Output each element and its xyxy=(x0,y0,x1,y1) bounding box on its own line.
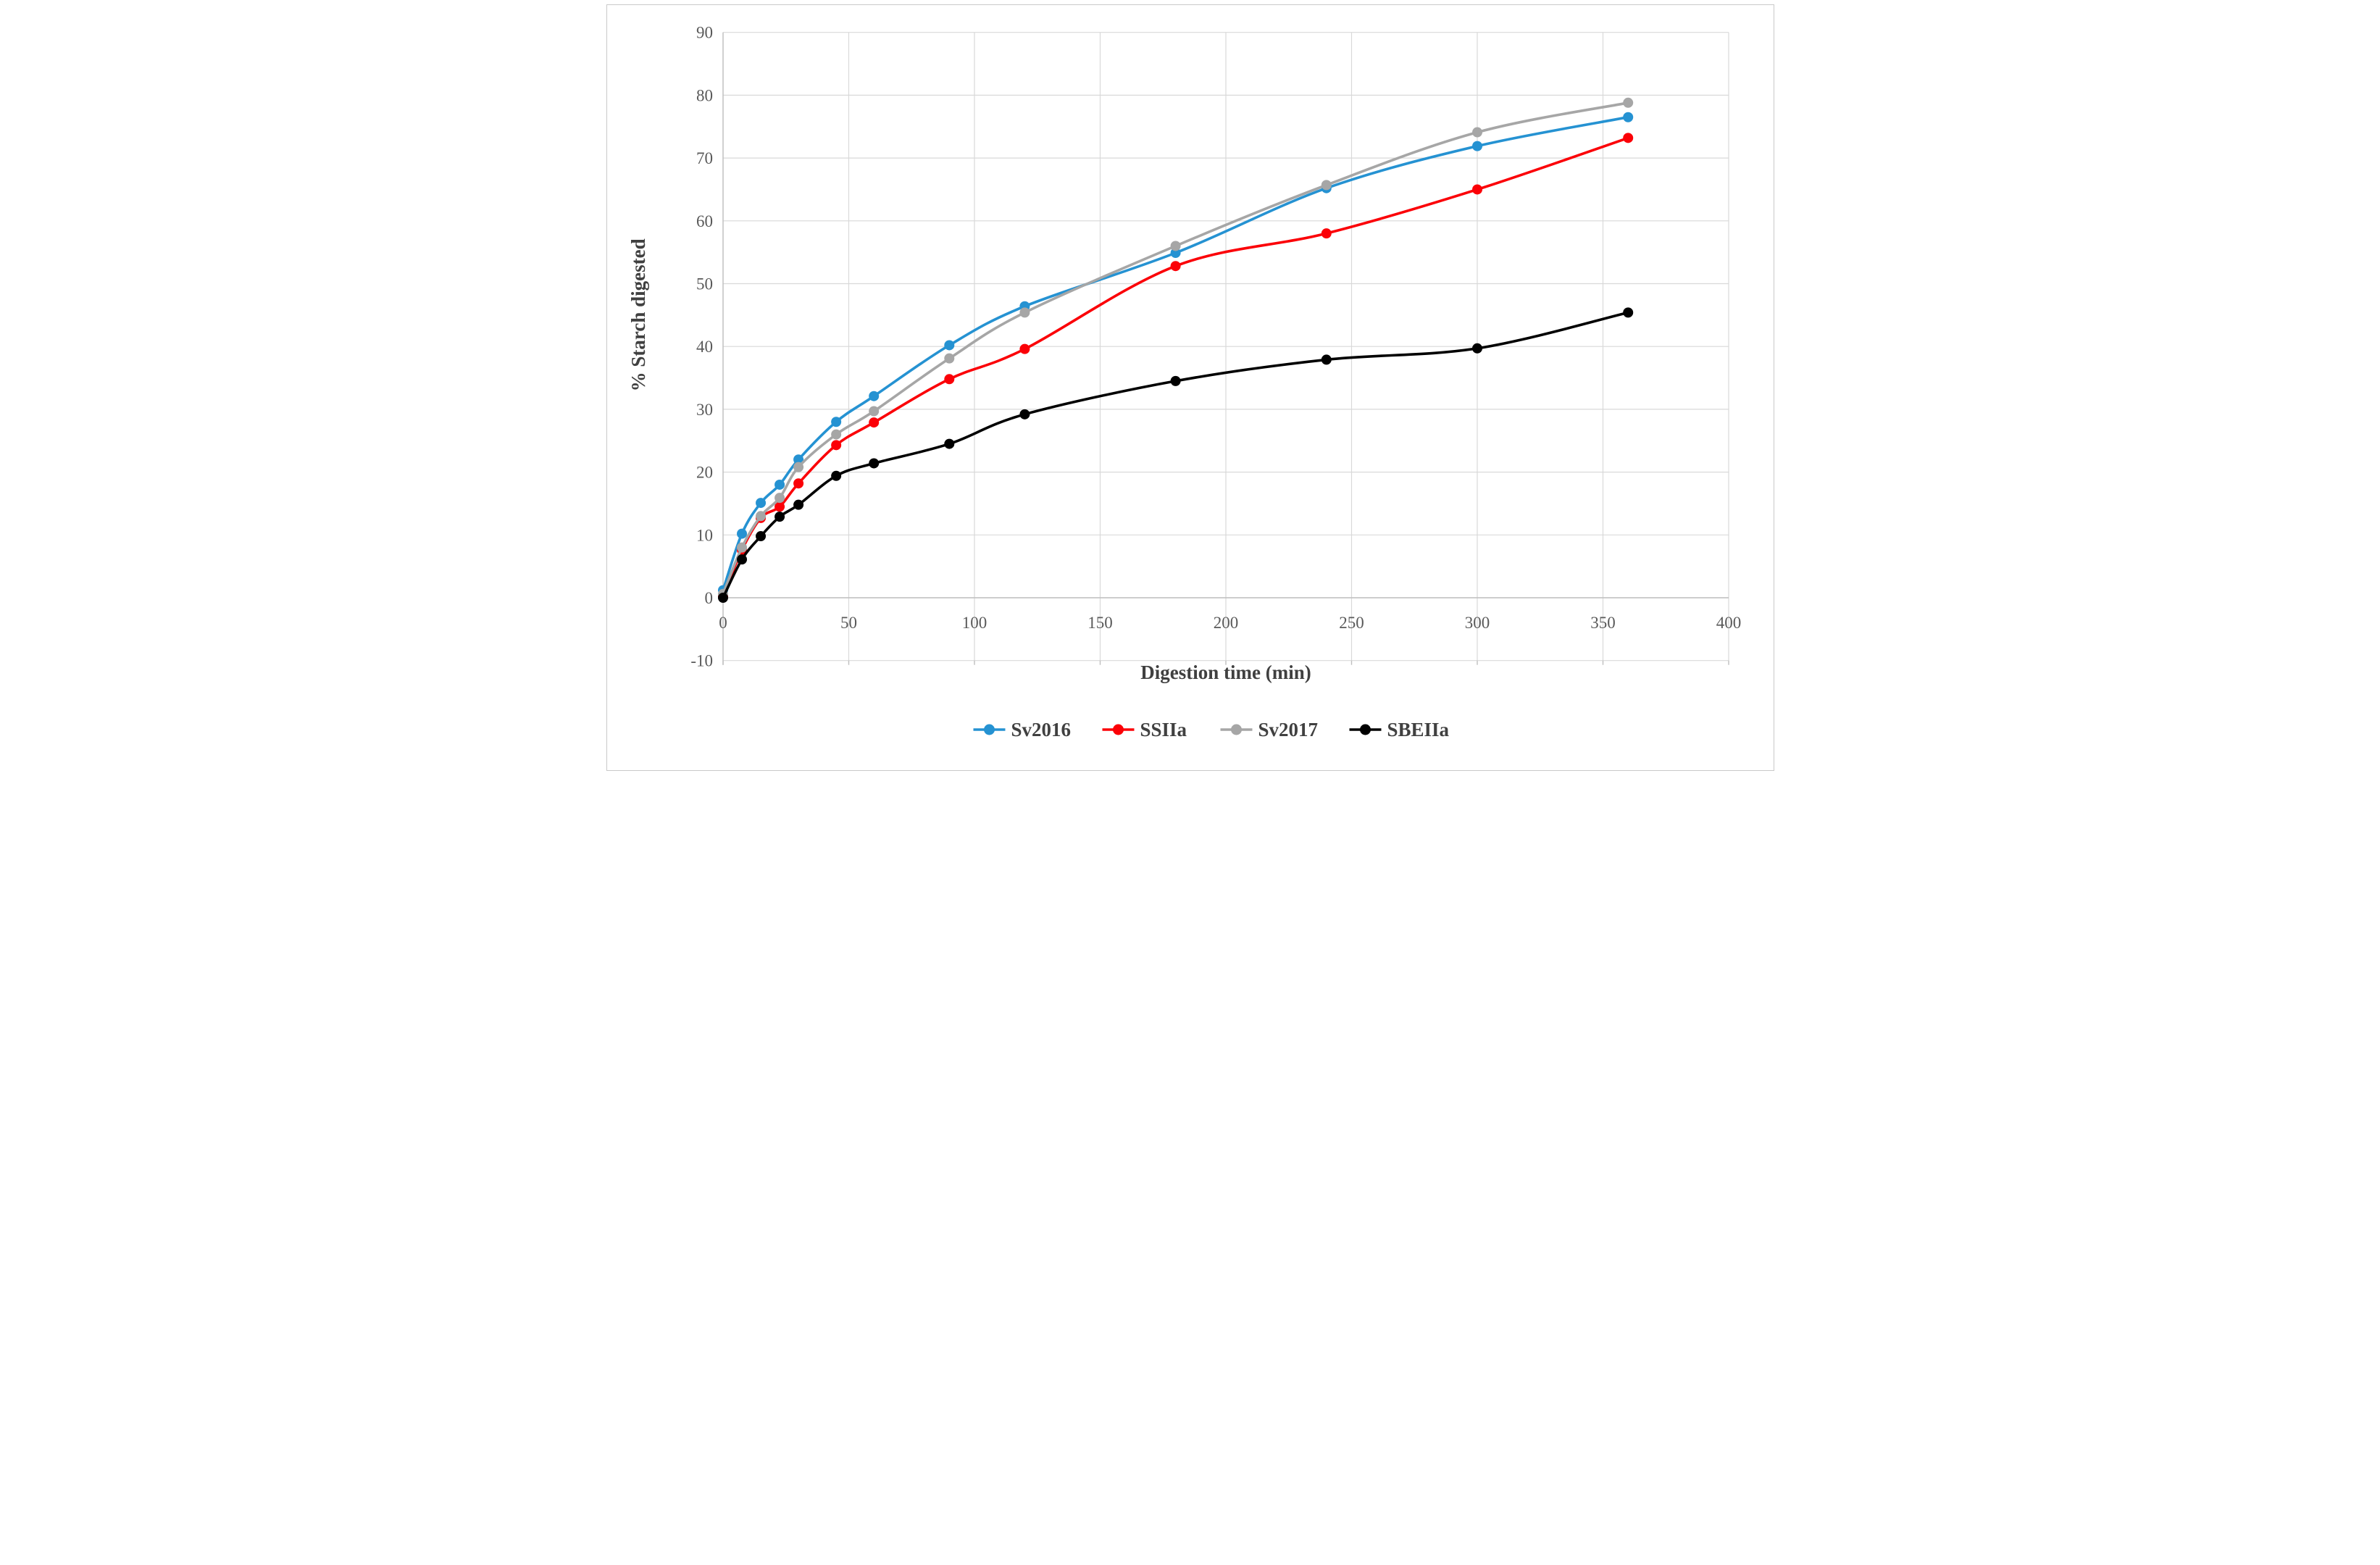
data-point-SBEIIa-t360 xyxy=(1622,307,1633,318)
data-point-Sv2017-t60 xyxy=(868,406,879,417)
legend-label-Sv2016: Sv2016 xyxy=(1011,719,1071,740)
data-point-Sv2017-t22.5 xyxy=(774,493,785,504)
data-point-SSIIa-t180 xyxy=(1170,261,1181,272)
x-tick-label-150: 150 xyxy=(1087,614,1113,632)
data-point-SBEIIa-t240 xyxy=(1321,354,1332,365)
data-point-SSIIa-t120 xyxy=(1019,343,1030,354)
y-tick-label-0: 0 xyxy=(704,589,713,607)
legend-marker-Sv2016 xyxy=(983,724,995,735)
data-point-SSIIa-t45 xyxy=(830,440,841,451)
data-point-SBEIIa-t120 xyxy=(1019,409,1030,420)
data-point-Sv2016-t360 xyxy=(1622,112,1633,122)
x-tick-label-50: 50 xyxy=(840,614,857,632)
data-point-Sv2016-t45 xyxy=(830,417,841,427)
data-point-SSIIa-t300 xyxy=(1471,184,1482,195)
y-tick-label-70: 70 xyxy=(696,149,713,167)
series-SSIIa xyxy=(717,133,1633,602)
series-SBEIIa xyxy=(717,307,1633,603)
data-point-Sv2017-t90 xyxy=(943,353,954,364)
y-axis-tick-labels: -10 0 10 20 30 40 50 60 70 80 90 xyxy=(690,24,713,670)
data-point-Sv2017-t360 xyxy=(1622,97,1633,108)
series-Sv2017 xyxy=(717,97,1633,599)
line-chart: 0 50 100 150 200 250 300 350 400 -10 0 10 20 30 40 50 6… xyxy=(627,24,1741,740)
data-point-SSIIa-t22.5 xyxy=(774,501,785,512)
data-point-Sv2017-t30 xyxy=(793,462,803,472)
x-tick-label-200: 200 xyxy=(1213,614,1238,632)
legend-marker-SBEIIa xyxy=(1359,724,1371,735)
y-tick-label-10: 10 xyxy=(696,526,713,544)
x-axis-tick-labels: 0 50 100 150 200 250 300 350 400 xyxy=(719,614,1741,632)
data-point-Sv2016-t7.5 xyxy=(736,528,747,539)
data-point-SBEIIa-t45 xyxy=(830,470,841,481)
x-tick-label-350: 350 xyxy=(1590,614,1616,632)
data-point-SBEIIa-t15 xyxy=(755,531,766,542)
data-point-Sv2017-t180 xyxy=(1170,241,1181,251)
legend-marker-Sv2017 xyxy=(1230,724,1242,735)
x-tick-label-300: 300 xyxy=(1464,614,1490,632)
y-tick-label--10: -10 xyxy=(690,652,713,670)
data-point-Sv2017-t300 xyxy=(1471,127,1482,138)
series-line-Sv2017 xyxy=(721,101,1629,596)
x-tick-label-0: 0 xyxy=(719,614,727,632)
y-tick-label-80: 80 xyxy=(696,86,713,104)
series-line-SBEIIa xyxy=(721,311,1629,599)
x-axis-title: Digestion time (min) xyxy=(1140,662,1311,683)
data-point-SBEIIa-t22.5 xyxy=(774,512,785,522)
data-point-Sv2016-t22.5 xyxy=(774,479,785,490)
legend-label-Sv2017: Sv2017 xyxy=(1258,719,1318,740)
data-point-SSIIa-t240 xyxy=(1321,228,1332,239)
legend-label-SBEIIa: SBEIIa xyxy=(1387,719,1449,740)
data-point-Sv2016-t90 xyxy=(943,340,954,351)
data-point-Sv2017-t240 xyxy=(1321,180,1332,191)
grid-layer xyxy=(722,32,1729,665)
x-tick-label-250: 250 xyxy=(1339,614,1364,632)
legend-item-Sv2016: Sv2016 xyxy=(973,719,1071,740)
x-tick-label-100: 100 xyxy=(961,614,987,632)
data-point-SSIIa-t90 xyxy=(943,374,954,385)
data-point-Sv2016-t60 xyxy=(868,391,879,401)
data-point-SBEIIa-t30 xyxy=(793,499,803,510)
legend-item-SBEIIa: SBEIIa xyxy=(1349,719,1449,740)
data-point-Sv2016-t30 xyxy=(793,454,803,465)
data-point-SBEIIa-t0 xyxy=(717,593,728,603)
legend-item-SSIIa: SSIIa xyxy=(1102,719,1187,740)
data-point-SBEIIa-t60 xyxy=(868,458,879,469)
y-tick-label-40: 40 xyxy=(696,338,713,356)
legend-label-SSIIa: SSIIa xyxy=(1140,719,1187,740)
data-point-SSIIa-t30 xyxy=(793,478,803,489)
data-point-Sv2016-t15 xyxy=(755,498,766,509)
y-tick-label-30: 30 xyxy=(696,401,713,419)
series-line-SSIIa xyxy=(721,136,1629,598)
data-point-Sv2017-t7.5 xyxy=(736,542,747,553)
x-tick-label-400: 400 xyxy=(1716,614,1741,632)
starch-digestion-figure: 0 50 100 150 200 250 300 350 400 -10 0 10 20 30 40 50 6… xyxy=(606,4,1774,771)
data-point-Sv2017-t15 xyxy=(755,511,766,522)
data-point-SBEIIa-t300 xyxy=(1471,343,1482,354)
y-axis-title: % Starch digested xyxy=(627,238,649,391)
legend-marker-SSIIa xyxy=(1112,724,1124,735)
legend: Sv2016 SSIIa Sv2017 SBEIIa xyxy=(973,719,1449,740)
y-tick-label-90: 90 xyxy=(696,24,713,42)
series-line-Sv2016 xyxy=(721,115,1629,592)
data-point-SBEIIa-t7.5 xyxy=(736,554,747,565)
data-point-Sv2016-t300 xyxy=(1471,141,1482,151)
data-point-SSIIa-t60 xyxy=(868,417,879,428)
y-tick-label-60: 60 xyxy=(696,212,713,230)
legend-item-Sv2017: Sv2017 xyxy=(1220,719,1318,740)
data-point-Sv2017-t120 xyxy=(1019,307,1030,318)
data-point-SSIIa-t360 xyxy=(1622,133,1633,143)
y-tick-label-50: 50 xyxy=(696,275,713,293)
data-point-Sv2017-t45 xyxy=(830,429,841,440)
y-tick-label-20: 20 xyxy=(696,464,713,482)
data-point-SBEIIa-t90 xyxy=(943,438,954,449)
data-point-SBEIIa-t180 xyxy=(1170,375,1181,386)
series-layer xyxy=(717,97,1633,603)
